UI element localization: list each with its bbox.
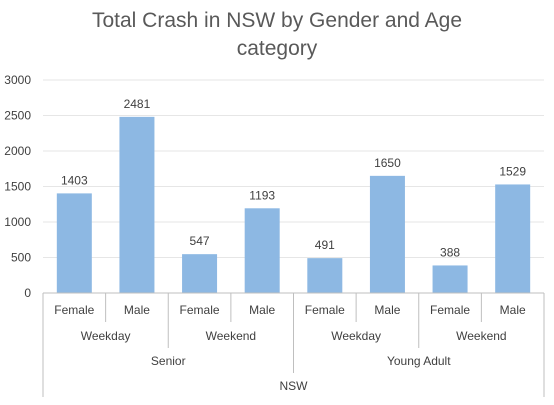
bars bbox=[56, 116, 531, 293]
day-group-label: Weekday bbox=[81, 329, 131, 343]
day-group-label: Weekend bbox=[456, 329, 506, 343]
gender-label: Female bbox=[305, 303, 345, 317]
gender-label: Male bbox=[249, 303, 275, 317]
gender-label: Male bbox=[500, 303, 526, 317]
data-label-7: 388 bbox=[440, 245, 460, 259]
day-group-label: Weekday bbox=[331, 329, 381, 343]
y-tick-label: 1500 bbox=[4, 180, 31, 194]
data-label-2: 2481 bbox=[124, 97, 151, 111]
data-labels: 1403 2481 547 1193 491 1650 388 1529 bbox=[61, 97, 526, 260]
bar-4 bbox=[244, 208, 280, 293]
gridlines bbox=[43, 79, 544, 258]
bar-2 bbox=[119, 116, 155, 293]
age-group-label: Young Adult bbox=[387, 354, 451, 368]
gender-label: Female bbox=[180, 303, 220, 317]
y-tick-label: 3000 bbox=[4, 73, 31, 87]
chart-title-line-2: category bbox=[237, 37, 318, 60]
bar-3 bbox=[182, 254, 218, 293]
gender-label: Male bbox=[374, 303, 400, 317]
bar-5 bbox=[307, 258, 343, 293]
gender-label: Male bbox=[124, 303, 150, 317]
region-label: NSW bbox=[280, 379, 309, 393]
bar-8 bbox=[495, 184, 531, 293]
data-label-6: 1650 bbox=[374, 156, 401, 170]
y-tick-label: 1000 bbox=[4, 215, 31, 229]
data-label-3: 547 bbox=[190, 234, 210, 248]
age-group-label: Senior bbox=[151, 354, 186, 368]
bar-7 bbox=[432, 265, 468, 293]
y-tick-label: 2000 bbox=[4, 144, 31, 158]
bar-6 bbox=[369, 175, 405, 293]
data-label-5: 491 bbox=[315, 238, 335, 252]
data-label-8: 1529 bbox=[499, 164, 526, 178]
data-label-1: 1403 bbox=[61, 173, 88, 187]
data-label-4: 1193 bbox=[249, 188, 275, 202]
y-tick-label: 500 bbox=[11, 251, 31, 265]
gender-label: Female bbox=[430, 303, 470, 317]
category-axis: Female Male Female Male Female Male Female Male… bbox=[42, 292, 545, 397]
y-tick-label: 0 bbox=[24, 286, 31, 300]
day-group-label: Weekend bbox=[206, 329, 256, 343]
gender-label: Female bbox=[54, 303, 94, 317]
y-tick-label: 2500 bbox=[4, 109, 31, 123]
bar-1 bbox=[56, 193, 92, 293]
chart-title-line-1: Total Crash in NSW by Gender and Age bbox=[92, 9, 462, 32]
y-axis-tick-labels: 0 500 1000 1500 2000 2500 3000 bbox=[4, 73, 31, 300]
